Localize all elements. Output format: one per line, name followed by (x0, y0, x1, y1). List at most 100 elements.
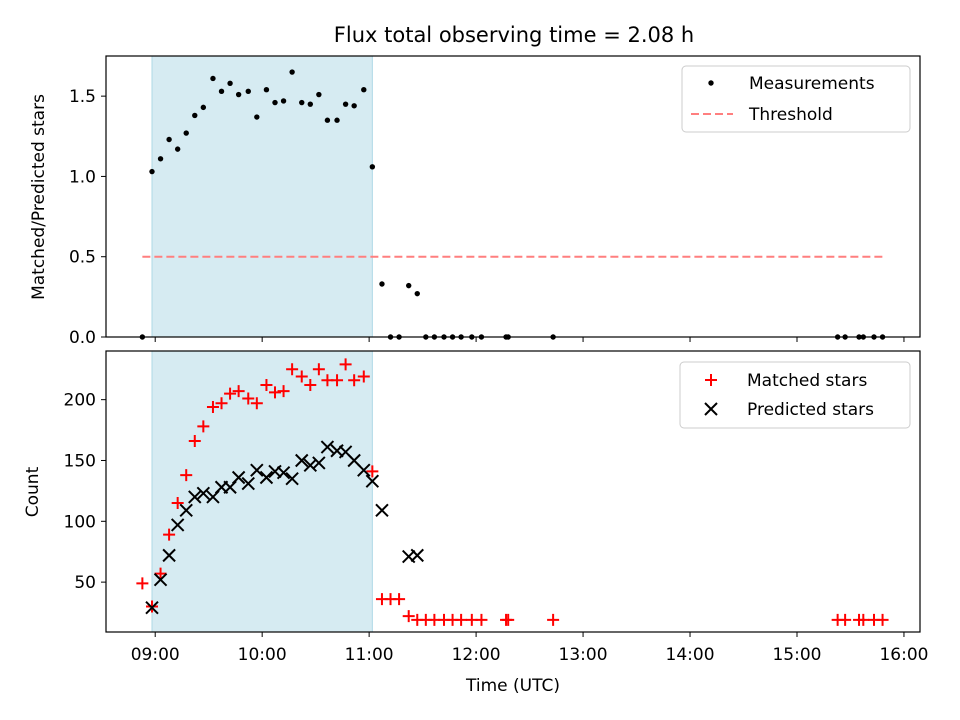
matched-stars-point (188, 435, 201, 448)
matched-stars-point (839, 613, 852, 626)
measurements-point (316, 91, 322, 98)
measurements-point (379, 281, 385, 287)
matched-stars-point (269, 386, 282, 399)
y-tick-label: 0.0 (69, 328, 96, 348)
observing-window-shade-top (151, 55, 373, 338)
matched-stars-point (260, 379, 273, 392)
measurements-point (307, 101, 314, 107)
chart-title: Flux total observing time = 2.08 h (334, 23, 694, 47)
matched-stars-point (402, 610, 415, 623)
measurements-point (369, 164, 376, 170)
measurements-point (149, 168, 155, 175)
legend-predicted-stars-marker (704, 402, 718, 416)
legend-threshold-label: Threshold (748, 105, 833, 125)
matched-stars-point (232, 385, 245, 398)
predicted-stars-point (312, 456, 326, 470)
y-tick-label: 1.5 (69, 87, 96, 107)
matched-stars-point (393, 593, 406, 606)
measurements-point (183, 130, 189, 136)
predicted-stars-point (259, 470, 274, 485)
matched-stars-point (339, 358, 352, 371)
x-tick-label: 10:00 (238, 645, 287, 665)
matched-stars-point (357, 370, 370, 383)
bottom-panel-frame (105, 350, 921, 633)
measurements-point (210, 75, 216, 82)
measurements-point (272, 99, 278, 106)
bottom-panel-ylabel: Count (23, 466, 43, 517)
y-tick-label: 150 (64, 451, 96, 471)
predicted-stars-point (276, 465, 291, 480)
matched-stars-point (304, 379, 317, 392)
measurements-point (192, 112, 198, 119)
matched-stars-point (250, 397, 263, 410)
predicted-stars-point (365, 474, 380, 488)
x-tick-label: 12:00 (452, 645, 501, 665)
predicted-stars-point (145, 600, 159, 615)
matched-stars-point (206, 400, 219, 413)
matched-stars-point (215, 397, 228, 410)
measurements-point (289, 69, 295, 75)
matched-stars-point (136, 577, 149, 590)
bottom-legend: Matched stars Predicted stars (679, 361, 911, 429)
x-tick-label: 15:00 (772, 645, 821, 665)
legend-matched-stars-label: Matched stars (747, 371, 867, 391)
legend-predicted-stars-label: Predicted stars (747, 400, 874, 420)
y-tick-label: 200 (64, 391, 96, 411)
observing-window-shade-bottom (151, 350, 373, 633)
measurements-point (263, 87, 270, 93)
predicted-stars-point (375, 503, 389, 518)
matched-stars-point (547, 613, 560, 626)
matched-stars-point (295, 370, 308, 383)
measurements-point (414, 290, 420, 297)
predicted-stars-point (357, 463, 371, 477)
predicted-stars-point (285, 472, 299, 486)
measurements-point (342, 101, 349, 107)
legend-matched-stars-marker (705, 374, 717, 386)
top-panel-ticks: 0.0 0.5 1.0 1.5 (69, 87, 905, 348)
matched-stars-point (180, 469, 193, 482)
predicted-stars-point (153, 572, 168, 587)
x-tick-label: 11:00 (345, 645, 394, 665)
predicted-stars-point (320, 440, 335, 454)
measurements-point (299, 99, 305, 106)
y-tick-label: 50 (74, 573, 96, 593)
matched-stars-point (857, 613, 870, 626)
predicted-stars-point (241, 476, 255, 491)
measurements-point (245, 88, 251, 95)
predicted-stars-point (295, 453, 309, 468)
predicted-stars-point (162, 548, 176, 563)
matched-stars-point (286, 363, 299, 376)
legend-measurements-marker (708, 80, 714, 86)
legend-measurements-label: Measurements (749, 74, 875, 94)
measurements-point (227, 80, 233, 86)
measurements-point (254, 114, 260, 120)
matched-stars-point (163, 528, 176, 541)
matched-stars-point (502, 613, 515, 626)
matched-stars-point (312, 363, 325, 376)
top-legend-box (681, 65, 911, 133)
matched-stars-point (876, 613, 889, 626)
predicted-stars-point (303, 458, 318, 473)
measurements-point (280, 98, 287, 104)
measurements-point (334, 117, 340, 123)
predicted-stars-point (170, 518, 185, 532)
y-tick-label: 1.0 (69, 167, 96, 187)
matched-stars-point (475, 613, 488, 626)
x-tick-label: 13:00 (559, 645, 608, 665)
predicted-stars-point (250, 463, 264, 477)
matched-stars-point (455, 613, 468, 626)
matched-stars-point (331, 374, 344, 387)
predicted-stars-point (179, 503, 193, 518)
x-tick-label: 09:00 (131, 645, 180, 665)
y-tick-label: 0.5 (69, 248, 96, 268)
predicted-stars-point (410, 548, 424, 563)
measurements-point (361, 87, 367, 93)
top-panel-ylabel: Matched/Predicted stars (29, 94, 49, 300)
measurements-point (406, 282, 412, 289)
measurements-point (157, 156, 164, 162)
measurements-point (324, 117, 331, 123)
matched-stars-point (171, 497, 184, 510)
x-tick-label: 16:00 (879, 645, 928, 665)
bottom-legend-box (679, 361, 911, 429)
